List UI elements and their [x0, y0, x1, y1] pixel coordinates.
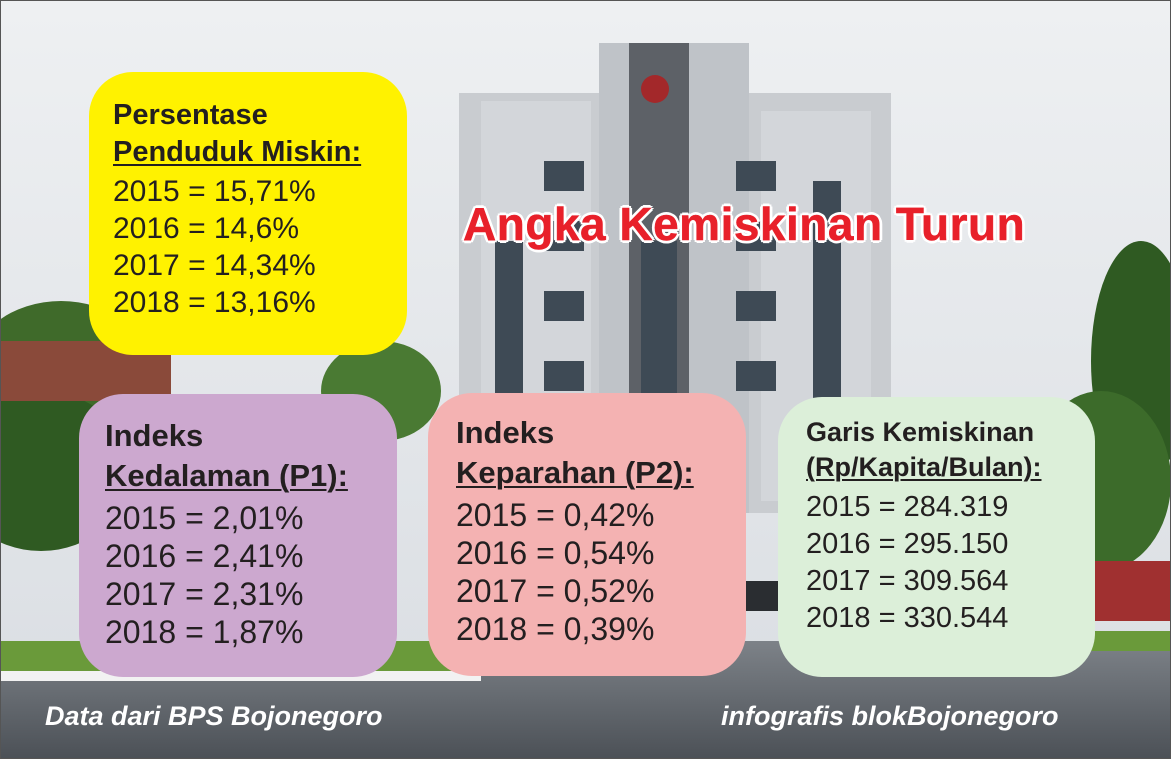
card-title: Persentase — [113, 99, 268, 131]
data-row: 2016 = 295.150 — [806, 528, 1009, 560]
data-row: 2018 = 330.544 — [806, 602, 1009, 634]
credit-caption: infografis blokBojonegoro — [721, 701, 1059, 731]
data-row: 2015 = 2,01% — [105, 500, 304, 536]
data-row: 2016 = 0,54% — [456, 535, 655, 571]
data-row: 2018 = 1,87% — [105, 614, 304, 650]
data-row: 2017 = 309.564 — [806, 565, 1009, 597]
card-subtitle: Kedalaman (P1): — [105, 458, 348, 493]
data-row: 2015 = 0,42% — [456, 497, 655, 533]
card-poverty-line: Garis Kemiskinan (Rp/Kapita/Bulan): 2015… — [778, 397, 1095, 677]
card-subtitle: Keparahan (P2): — [456, 455, 694, 490]
source-caption: Data dari BPS Bojonegoro — [45, 701, 383, 731]
data-row: 2018 = 0,39% — [456, 611, 655, 647]
data-row: 2015 = 284.319 — [806, 491, 1009, 523]
data-row: 2017 = 2,31% — [105, 576, 304, 612]
headline: Angka Kemiskinan Turun — [463, 198, 1026, 251]
data-row: 2018 = 13,16% — [113, 286, 316, 319]
card-title: Indeks — [456, 415, 555, 450]
card-severity-index: Indeks Keparahan (P2): 2015 = 0,42% 2016… — [428, 393, 746, 676]
card-title: Garis Kemiskinan — [806, 417, 1035, 447]
card-title: Indeks — [105, 418, 204, 453]
data-row: 2015 = 15,71% — [113, 175, 316, 208]
data-row: 2017 = 0,52% — [456, 573, 655, 609]
data-row: 2016 = 14,6% — [113, 212, 299, 245]
card-poverty-rate: Persentase Penduduk Miskin: 2015 = 15,71… — [89, 72, 407, 355]
data-row: 2016 = 2,41% — [105, 538, 304, 574]
card-depth-index: Indeks Kedalaman (P1): 2015 = 2,01% 2016… — [79, 394, 397, 677]
card-subtitle: Penduduk Miskin: — [113, 136, 362, 168]
data-row: 2017 = 14,34% — [113, 249, 316, 282]
card-subtitle: (Rp/Kapita/Bulan): — [806, 452, 1042, 482]
